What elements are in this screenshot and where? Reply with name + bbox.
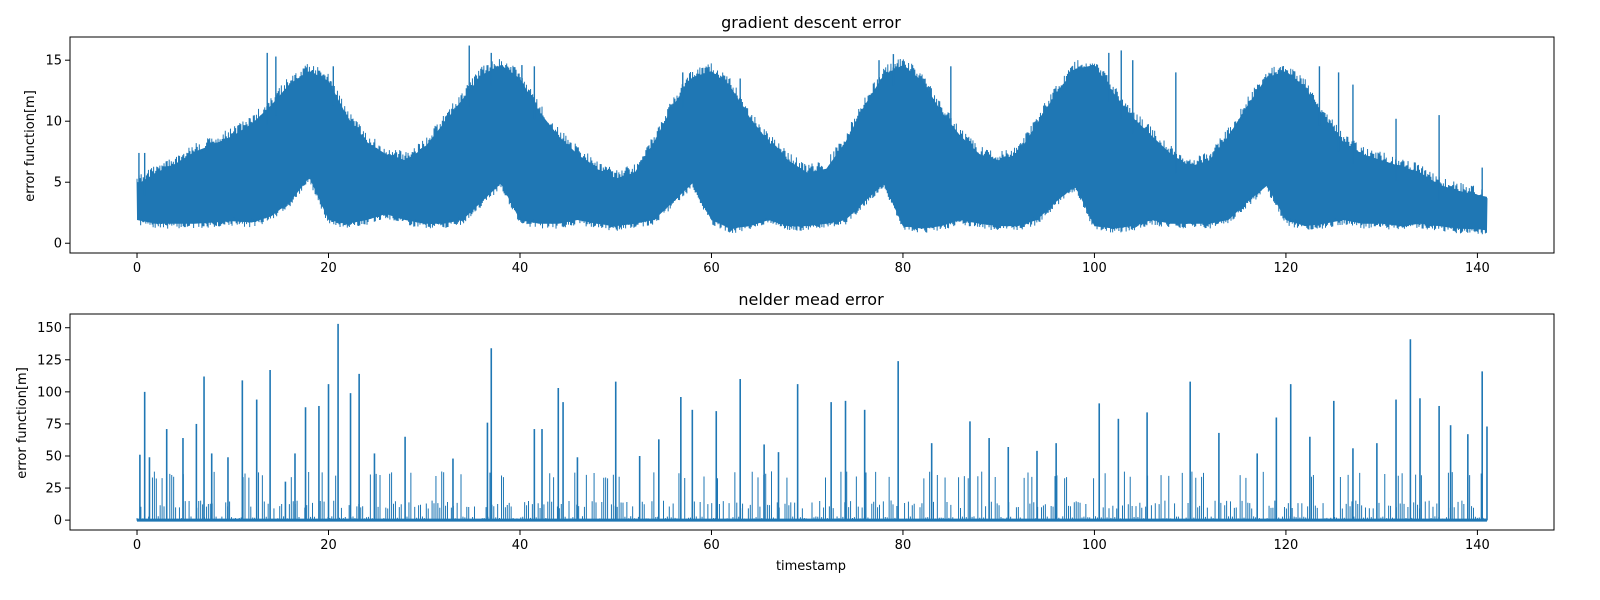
y-tick-label: 100 [37, 385, 62, 400]
x-tick-label: 40 [512, 538, 529, 553]
y-tick-label: 0 [54, 514, 62, 529]
axes: 0 20 40 60 80 100 120 140 0 5 10 15 [45, 54, 1489, 276]
x-tick-label: 20 [320, 538, 337, 553]
x-tick-label: 80 [895, 261, 912, 276]
nelder-mead-panel: nelder mead error error function[m] 0 20 4… [15, 290, 1555, 574]
x-tick-label: 140 [1465, 261, 1490, 276]
x-axis-label: timestamp [776, 559, 846, 574]
y-axis-label: error function[m] [15, 367, 30, 479]
x-tick-label: 140 [1465, 538, 1490, 553]
series-line [136, 471, 1488, 521]
x-tick-label: 120 [1274, 538, 1299, 553]
y-tick-label: 0 [54, 237, 62, 252]
x-tick-label: 80 [895, 538, 912, 553]
y-tick-label: 50 [45, 449, 62, 464]
y-tick-label: 25 [45, 482, 62, 497]
x-tick-label: 20 [320, 261, 337, 276]
x-tick-label: 60 [703, 261, 720, 276]
x-tick-label: 60 [703, 538, 720, 553]
x-tick-label: 0 [133, 261, 141, 276]
x-tick-label: 0 [133, 538, 141, 553]
x-tick-label: 100 [1082, 538, 1107, 553]
gradient-descent-panel: gradient descent error error function[m]… [23, 13, 1555, 276]
chart-title: nelder mead error [738, 290, 884, 309]
chart-title: gradient descent error [721, 13, 901, 32]
plot-frame [69, 313, 1555, 531]
y-axis-label: error function[m] [23, 90, 38, 202]
x-tick-label: 40 [512, 261, 529, 276]
x-tick-label: 120 [1274, 261, 1299, 276]
plot-frame [69, 36, 1555, 254]
y-tick-label: 15 [45, 54, 62, 69]
series-marks [136, 45, 1488, 235]
axes: 0 20 40 60 80 100 120 140 0 25 50 75 100 125 150 [37, 321, 1490, 553]
series-line [136, 58, 1488, 235]
y-tick-label: 125 [37, 353, 62, 368]
y-tick-label: 10 [45, 115, 62, 130]
x-tick-label: 100 [1082, 261, 1107, 276]
series-marks [136, 323, 1488, 522]
y-tick-label: 75 [45, 417, 62, 432]
y-tick-label: 150 [37, 321, 62, 336]
y-tick-label: 5 [54, 176, 62, 191]
